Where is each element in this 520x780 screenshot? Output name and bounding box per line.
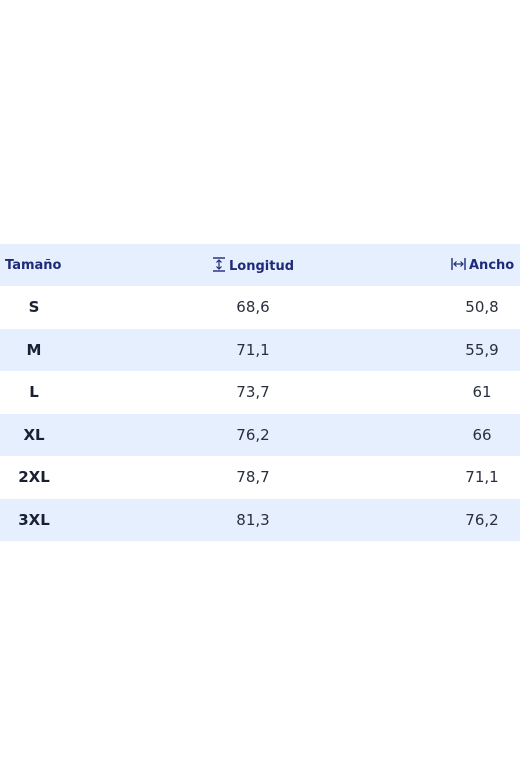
header-length: Longitud (229, 258, 295, 274)
header-length-cell: Longitud (212, 256, 295, 274)
table-row: S 68,6 50,8 (0, 286, 520, 329)
width-cell: 71,1 (465, 468, 499, 487)
table-row: XL 76,2 66 (0, 413, 520, 456)
length-cell: 78,7 (236, 468, 270, 487)
header-width: Ancho (469, 258, 515, 273)
size-cell: L (29, 383, 39, 402)
vertical-height-icon (213, 256, 225, 272)
size-cell: 3XL (18, 510, 50, 529)
header-width-cell: Ancho (451, 257, 514, 273)
table-row: 3XL 81,3 76,2 (0, 498, 520, 541)
length-cell: 71,1 (236, 340, 270, 359)
width-cell: 50,8 (465, 298, 499, 317)
width-cell: 55,9 (465, 340, 499, 359)
width-cell: 61 (472, 383, 492, 402)
length-cell: 73,7 (236, 383, 270, 402)
size-cell: 2XL (18, 468, 50, 487)
header-size: Tamaño (5, 257, 62, 273)
table-row: 2XL 78,7 71,1 (0, 456, 520, 499)
horizontal-width-icon (451, 258, 466, 270)
length-cell: 76,2 (236, 425, 270, 444)
length-cell: 81,3 (236, 510, 270, 529)
size-cell: XL (23, 425, 45, 444)
width-cell: 66 (472, 425, 492, 444)
width-cell: 76,2 (465, 510, 499, 529)
table-row: L 73,7 61 (0, 371, 520, 414)
size-cell: M (26, 340, 42, 359)
table-header-row: Tamaño Longitud Ancho (0, 244, 520, 286)
size-cell: S (28, 298, 40, 317)
size-chart-table: Tamaño Longitud Ancho S 68,6 50,8 M (0, 244, 520, 541)
length-cell: 68,6 (236, 298, 270, 317)
table-row: M 71,1 55,9 (0, 328, 520, 371)
